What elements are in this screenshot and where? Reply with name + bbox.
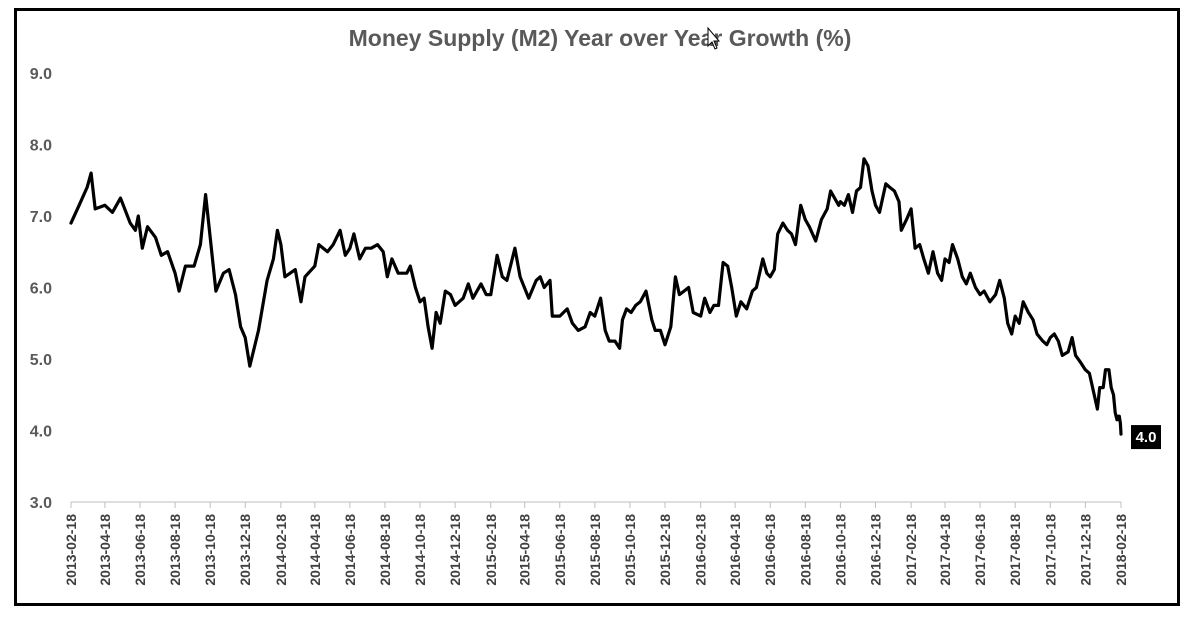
x-tick-label: 2017-02-18 [903, 514, 919, 586]
x-tick-label: 2014-04-18 [307, 514, 323, 586]
end-value-label: 4.0 [1131, 425, 1161, 450]
y-tick-label: 4.0 [30, 424, 52, 441]
mouse-cursor-icon [707, 26, 721, 50]
x-tick-label: 2013-10-18 [202, 514, 218, 586]
x-tick-label: 2013-06-18 [132, 514, 148, 586]
x-tick-label: 2017-08-18 [1007, 514, 1023, 586]
x-tick-label: 2014-06-18 [342, 514, 358, 586]
x-tick-label: 2017-04-18 [937, 514, 953, 586]
x-tick-label: 2016-08-18 [797, 514, 813, 586]
x-tick-label: 2016-10-18 [832, 514, 848, 586]
x-tick-label: 2013-12-18 [237, 514, 253, 586]
y-tick-label: 7.0 [30, 209, 52, 226]
x-tick-label: 2016-06-18 [762, 514, 778, 586]
chart-title: Money Supply (M2) Year over Year Growth … [349, 25, 852, 51]
x-tick-label: 2014-02-18 [273, 514, 289, 586]
x-tick-label: 2018-02-18 [1113, 514, 1129, 586]
x-axis: 2013-02-18 2013-04-18 2013-06-18 2013-08-18… [63, 502, 1129, 586]
x-tick-label: 2015-06-18 [552, 514, 568, 586]
y-tick-label: 3.0 [30, 495, 52, 512]
series-line [69, 157, 1123, 436]
x-tick-label: 2017-12-18 [1077, 514, 1093, 586]
y-tick-label: 5.0 [30, 352, 52, 369]
end-value-text: 4.0 [1136, 429, 1157, 446]
x-tick-label: 2016-04-18 [727, 514, 743, 586]
x-tick-label: 2013-08-18 [167, 514, 183, 586]
y-tick-label: 9.0 [30, 66, 52, 83]
x-tick-label: 2016-12-18 [867, 514, 883, 586]
x-tick-label: 2017-06-18 [972, 514, 988, 586]
x-tick-label: 2014-08-18 [377, 514, 393, 586]
x-tick-label: 2014-10-18 [412, 514, 428, 586]
x-tick-label: 2015-12-18 [657, 514, 673, 586]
x-tick-label: 2015-08-18 [587, 514, 603, 586]
y-tick-label: 8.0 [30, 138, 52, 155]
x-tick-label: 2015-04-18 [517, 514, 533, 586]
x-tick-label: 2015-02-18 [483, 514, 499, 586]
y-tick-label: 6.0 [30, 281, 52, 298]
x-tick-label: 2014-12-18 [447, 514, 463, 586]
x-tick-label: 2013-02-18 [63, 514, 79, 586]
x-tick-label: 2013-04-18 [97, 514, 113, 586]
x-tick-label: 2017-10-18 [1042, 514, 1058, 586]
x-tick-label: 2015-10-18 [622, 514, 638, 586]
y-axis: 3.0 4.0 5.0 6.0 7.0 8.0 9.0 [30, 66, 52, 512]
x-tick-label: 2016-02-18 [693, 514, 709, 586]
